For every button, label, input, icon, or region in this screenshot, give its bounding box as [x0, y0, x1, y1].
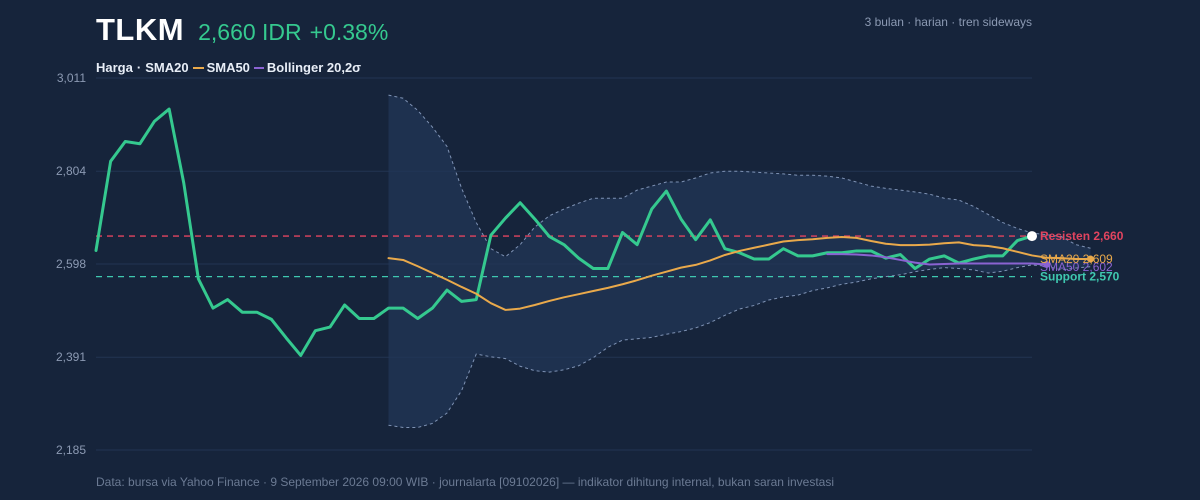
last-price: 2,660 IDR	[198, 19, 302, 45]
bollinger-lower-line	[388, 264, 1091, 428]
y-tick-label: 3,011	[57, 71, 86, 85]
y-tick-label: 2,598	[56, 257, 86, 271]
legend-separator: ·	[136, 60, 142, 75]
series-line-sma50	[826, 253, 1048, 266]
legend-price: Harga	[96, 60, 133, 75]
y-tick-label: 2,804	[56, 164, 86, 178]
y-tick-label: 2,391	[56, 350, 86, 364]
legend-sma20-swatch	[192, 66, 204, 69]
resistance-label: Resisten 2,660	[1040, 229, 1124, 243]
chart-subtitle: 3 bulan · harian · tren sideways	[864, 15, 1032, 29]
chart-header: TLKM 2,660 IDR +0.38%	[96, 12, 388, 48]
data-source-footer: Data: bursa via Yahoo Finance · 9 Septem…	[96, 475, 834, 489]
sma20-end-label: SMA20 2,609	[1040, 252, 1113, 266]
ticker-symbol: TLKM	[96, 12, 185, 47]
sma20-end-marker	[1087, 255, 1094, 263]
bollinger-band-area	[388, 95, 1091, 428]
sma50-end-marker	[1043, 260, 1051, 268]
series-line-harga	[94, 107, 1034, 357]
y-axis-ticks: 3,011 2,804 2,598 2,391 2,185	[56, 71, 86, 457]
series-lines	[94, 107, 1094, 357]
y-tick-label: 2,185	[56, 443, 86, 457]
series-line-sma20	[387, 235, 1092, 311]
sma50-end-label: SMA50 2,602	[1040, 260, 1113, 274]
end-labels: SMA50 2,602 Resisten 2,660 SMA20 2,609 Supp…	[1040, 229, 1124, 284]
legend-sma50-swatch	[253, 66, 264, 69]
price-levels	[96, 235, 1032, 278]
bollinger-band	[388, 94, 1091, 428]
support-label: Support 2,570	[1040, 270, 1120, 284]
chart-legend: Harga · SMA20 SMA50 Bollinger 20,2σ	[96, 60, 361, 75]
legend-sma50: SMA50	[206, 60, 250, 75]
legend-bollinger: Bollinger 20,2σ	[266, 60, 362, 75]
legend-sma20: SMA20	[145, 60, 189, 75]
price-change: +0.38%	[309, 19, 389, 45]
last-price-marker	[1027, 231, 1037, 242]
